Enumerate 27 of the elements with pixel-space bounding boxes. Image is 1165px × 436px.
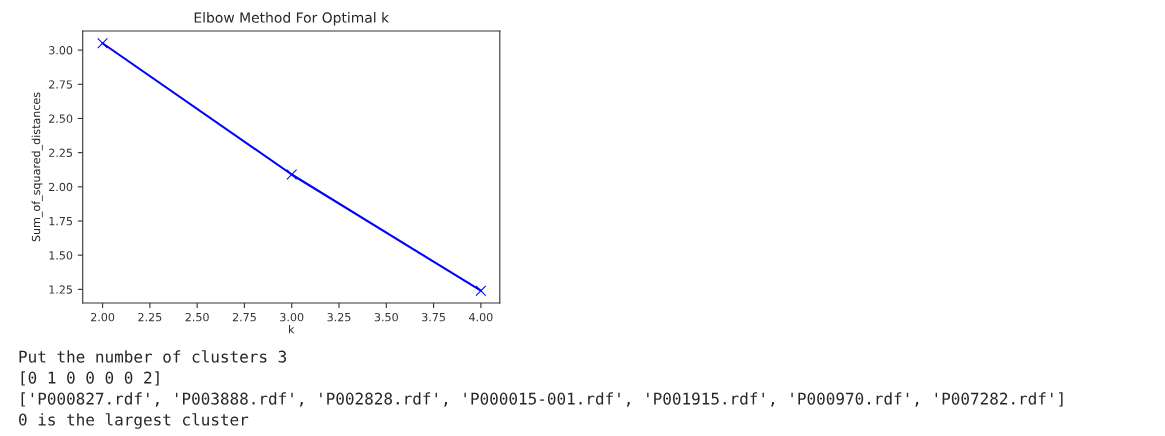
y-tick-label: 1.75 (49, 217, 73, 226)
text: 0 is the largest cluster (19, 413, 249, 429)
text: [0 1 0 0 0 0 2] (21, 371, 159, 386)
y-tick-label: 2.25 (49, 148, 73, 158)
y-axis-title: Sum_of_squared_distances (31, 92, 43, 242)
y-tick-label: 2.75 (49, 80, 73, 89)
x-tick-label: 3.00 (280, 312, 304, 322)
text: ['P000827.rdf', 'P003888.rdf', 'P002828.rdf', 'P000015-001.rdf', 'P001915.rdf', 'P000970.rdf', 'P007282.rdf'] (21, 392, 1063, 407)
point (475, 285, 487, 297)
y-tick-label: 1.25 (49, 285, 73, 294)
y-tick-label: 2.00 (49, 182, 73, 192)
text: Put the number of clusters 3 (19, 350, 287, 363)
x-tick-label: 3.75 (422, 312, 445, 322)
y-tick-label: 2.50 (49, 114, 73, 123)
x-tick-label: 3.50 (374, 312, 398, 322)
x-tick-label: 2.25 (138, 312, 162, 322)
x-tick-label: 2.75 (232, 312, 256, 322)
y-tick-label: 1.50 (49, 251, 73, 260)
y-tick-label: 3.00 (49, 46, 73, 55)
x-tick-label: 2.00 (91, 312, 115, 322)
point (286, 169, 298, 180)
x-tick-label: 2.50 (185, 312, 209, 322)
x-tick-label: 3.25 (327, 312, 351, 322)
chart-title: Elbow Method For Optimal k (194, 12, 390, 26)
x-axis-title: k (289, 324, 295, 334)
x-tick-label: 4.00 (469, 312, 493, 322)
point (97, 37, 108, 49)
